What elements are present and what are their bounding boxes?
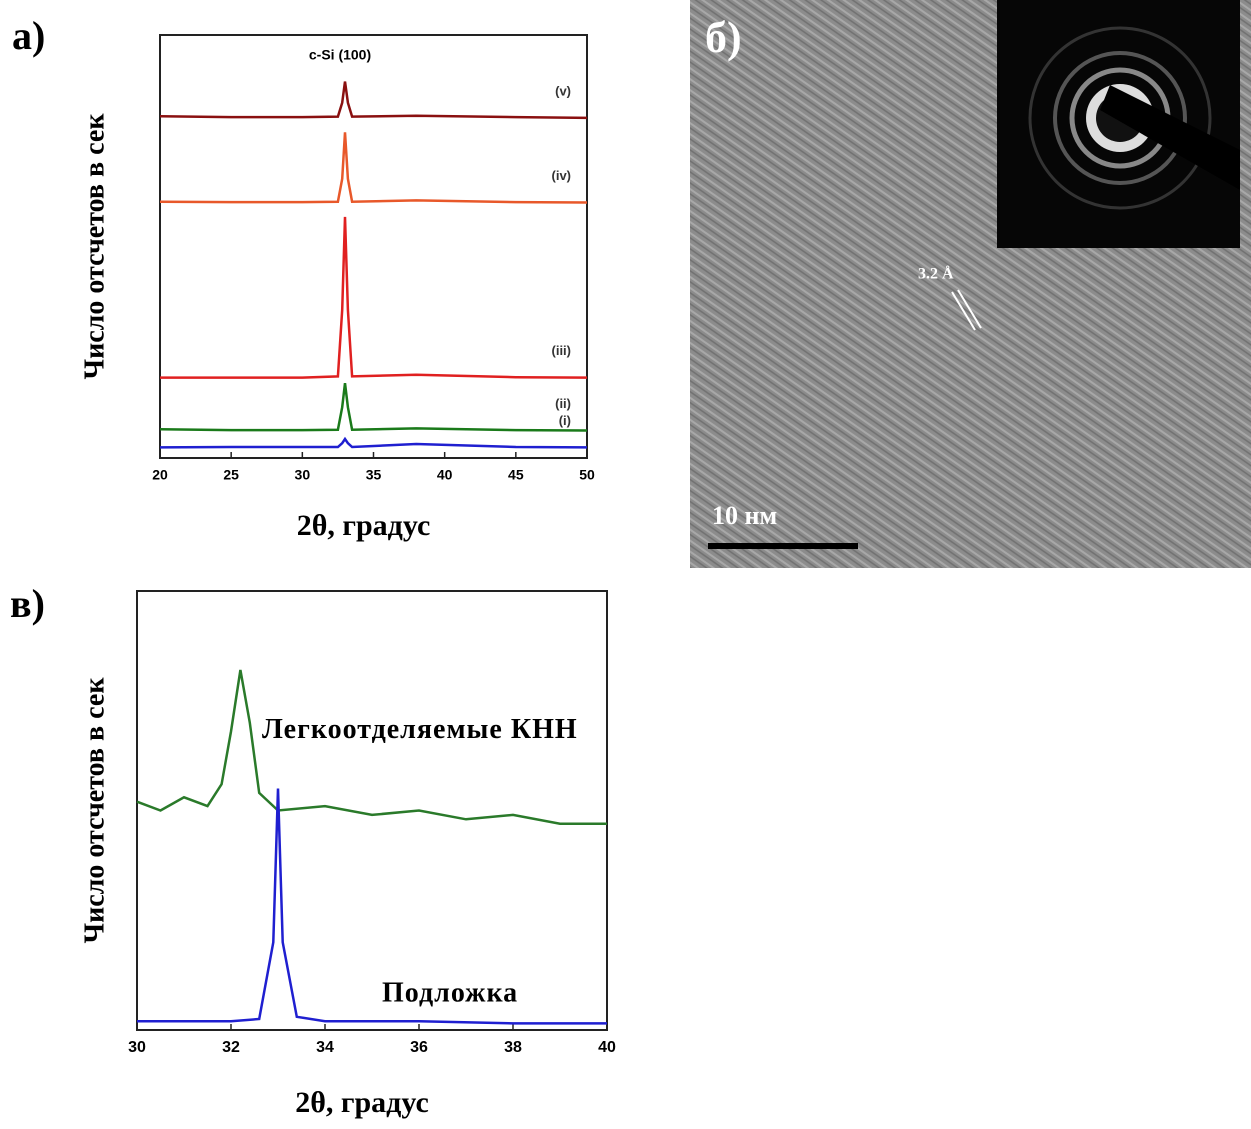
data-line bbox=[160, 217, 587, 378]
y-axis-title: Число отсчетов в сек bbox=[79, 113, 110, 380]
data-line bbox=[160, 82, 587, 118]
x-tick-label: 25 bbox=[223, 467, 239, 483]
panel-label: а) bbox=[12, 13, 45, 58]
lattice-label: 3.2 Å bbox=[918, 265, 954, 283]
x-tick-label: 40 bbox=[598, 1039, 616, 1056]
x-tick-label: 38 bbox=[504, 1039, 522, 1056]
series-label: Подложка bbox=[382, 977, 518, 1008]
x-tick-label: 50 bbox=[579, 467, 595, 483]
panel-label: в) bbox=[10, 581, 45, 626]
x-tick-label: 35 bbox=[366, 467, 382, 483]
panel-label: б) bbox=[705, 13, 742, 62]
annotation: c-Si (100) bbox=[309, 47, 371, 63]
data-line bbox=[137, 789, 607, 1024]
series-label: (ii) bbox=[555, 396, 571, 411]
x-axis-title: 2θ, градус bbox=[297, 509, 431, 542]
series-label: (iv) bbox=[552, 168, 572, 183]
x-tick-label: 20 bbox=[152, 467, 168, 483]
figure: б) 3.2 Å 10 нм 20 25 30 35 40 45 50 (i) (ii) (iii… bbox=[0, 0, 1251, 1124]
x-tick-label: 30 bbox=[295, 467, 311, 483]
x-tick-label: 36 bbox=[410, 1039, 428, 1056]
page: б) 3.2 Å 10 нм 20 25 30 35 40 45 50 (i) (ii) (iii… bbox=[0, 0, 1251, 1124]
y-axis-title: Число отсчетов в сек bbox=[79, 677, 110, 944]
series-label: Легкоотделяемые КНН bbox=[262, 712, 582, 748]
plot-frame bbox=[160, 35, 587, 458]
scale-label: 10 нм bbox=[712, 501, 777, 530]
x-tick-label: 30 bbox=[128, 1039, 146, 1056]
x-tick-label: 45 bbox=[508, 467, 524, 483]
series-label: (i) bbox=[559, 413, 571, 428]
series-label: (v) bbox=[555, 83, 571, 98]
x-tick-label: 32 bbox=[222, 1039, 240, 1056]
data-line bbox=[160, 132, 587, 202]
x-axis-title: 2θ, градус bbox=[295, 1086, 429, 1119]
data-line bbox=[160, 439, 587, 447]
tem-image: б) 3.2 Å 10 нм bbox=[690, 0, 1251, 568]
x-tick-label: 40 bbox=[437, 467, 453, 483]
data-line bbox=[160, 383, 587, 430]
series-label: (iii) bbox=[552, 343, 572, 358]
plot-frame bbox=[137, 591, 607, 1030]
x-tick-label: 34 bbox=[316, 1039, 334, 1056]
